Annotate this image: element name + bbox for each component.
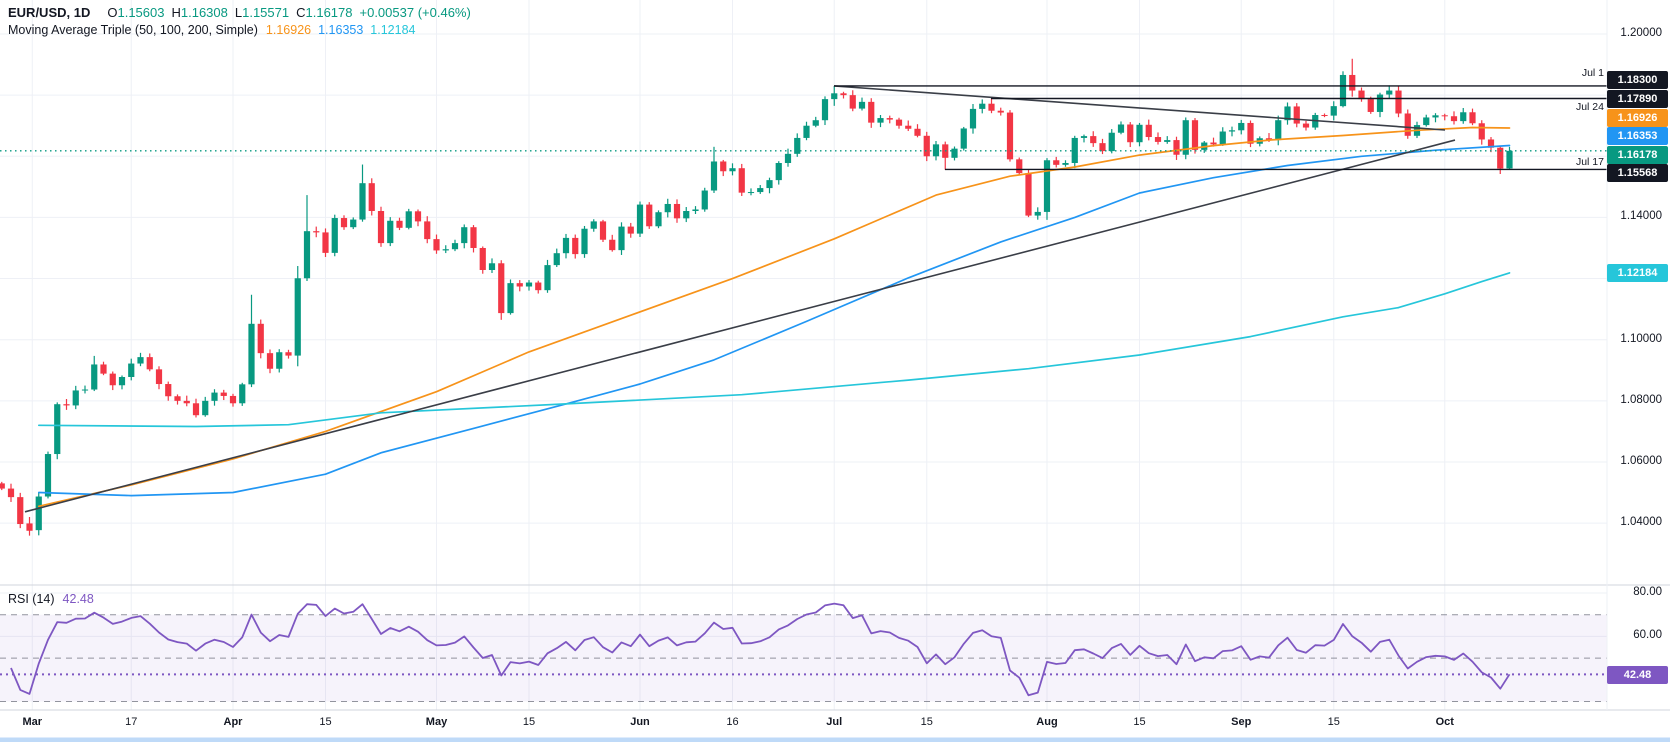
rsi-indicator-legend[interactable]: RSI (14) 42.48 bbox=[8, 592, 94, 606]
rsi-badge-value[interactable]: 42.48 bbox=[1607, 666, 1668, 684]
time-axis-label[interactable]: 15 bbox=[319, 716, 332, 728]
time-axis-label[interactable]: Sep bbox=[1231, 716, 1252, 728]
time-axis-label[interactable]: Oct bbox=[1435, 716, 1454, 728]
high-label: H bbox=[171, 5, 181, 20]
price-badge-last-price[interactable]: 1.16178 bbox=[1607, 145, 1668, 164]
ma-line-sma100[interactable] bbox=[37, 144, 1511, 497]
time-axis-label[interactable]: Mar bbox=[22, 716, 43, 728]
ray-date-label: Jul 1 bbox=[1581, 67, 1604, 79]
time-axis-label[interactable]: 15 bbox=[522, 716, 536, 728]
price-axis-label: 1.14000 bbox=[1620, 210, 1662, 223]
ray-date-label: Jul 24 bbox=[1575, 101, 1604, 113]
descending-trendline[interactable] bbox=[833, 85, 1446, 131]
time-axis-label[interactable]: Apr bbox=[223, 716, 243, 728]
high-value: 1.16308 bbox=[180, 5, 228, 20]
time-axis-label[interactable]: 17 bbox=[125, 716, 138, 728]
rsi-indicator-title: RSI (14) bbox=[8, 592, 55, 606]
price-axis-label: 1.04000 bbox=[1620, 516, 1662, 529]
price-badge-ma50[interactable]: 1.16926 bbox=[1607, 108, 1668, 127]
ma-indicator-legend[interactable]: Moving Average Triple (50, 100, 200, Sim… bbox=[8, 23, 422, 37]
change-value: +0.00537 (+0.46%) bbox=[359, 5, 471, 20]
open-value: 1.15603 bbox=[117, 5, 165, 20]
price-badge-jul1-level[interactable]: 1.18300 bbox=[1607, 71, 1668, 89]
ma200-value: 1.12184 bbox=[370, 23, 416, 37]
open-label: O bbox=[107, 5, 118, 20]
ma-line-sma50[interactable] bbox=[37, 126, 1511, 508]
ma-indicator-title: Moving Average Triple (50, 100, 200, Sim… bbox=[8, 23, 258, 37]
low-value: 1.15571 bbox=[242, 5, 290, 20]
rsi-axis-label: 60.00 bbox=[1633, 629, 1662, 642]
ma-line-sma200[interactable] bbox=[37, 272, 1511, 428]
time-axis-label[interactable]: Jul bbox=[826, 716, 843, 728]
rsi-axis-label: 80.00 bbox=[1633, 586, 1662, 598]
time-axis-label[interactable]: Aug bbox=[1036, 716, 1058, 728]
rsi-band bbox=[0, 614, 1607, 702]
low-label: L bbox=[234, 5, 243, 20]
time-axis-label[interactable]: 16 bbox=[726, 716, 739, 728]
price-badge-jul24-level[interactable]: 1.17890 bbox=[1607, 90, 1668, 108]
price-axis-label: 1.10000 bbox=[1620, 332, 1662, 345]
ray-date-label: Jul 17 bbox=[1575, 156, 1604, 168]
price-badge-ma100[interactable]: 1.16353 bbox=[1607, 127, 1668, 145]
rsi-value: 42.48 bbox=[62, 592, 94, 606]
time-axis-label[interactable]: 15 bbox=[920, 716, 933, 728]
price-badge-ma200[interactable]: 1.12184 bbox=[1607, 264, 1668, 282]
candlestick-series[interactable] bbox=[0, 58, 1513, 536]
price-axis-label: 1.20000 bbox=[1620, 27, 1662, 39]
ascending-trendline[interactable] bbox=[24, 139, 1456, 513]
close-value: 1.16178 bbox=[305, 5, 353, 20]
price-badge-jul17-level[interactable]: 1.15568 bbox=[1607, 163, 1668, 182]
time-axis-label[interactable]: May bbox=[425, 716, 448, 728]
symbol-legend[interactable]: EUR/USD, 1D O1.15603 H1.16308 L1.15571 C1.16… bbox=[8, 5, 471, 20]
rsi-line[interactable] bbox=[10, 602, 1511, 697]
gridlines bbox=[0, 0, 1607, 710]
time-axis-label[interactable]: 15 bbox=[1327, 716, 1340, 728]
time-axis-label[interactable]: Jun bbox=[630, 716, 650, 728]
price-axis-label: 1.08000 bbox=[1620, 393, 1662, 406]
bottom-edge-strip bbox=[0, 737, 1670, 742]
symbol-title: EUR/USD, 1D bbox=[8, 5, 91, 20]
price-axis-label: 1.06000 bbox=[1620, 454, 1662, 467]
time-axis-label[interactable]: 15 bbox=[1133, 716, 1146, 728]
close-label: C bbox=[296, 5, 306, 20]
ma100-value: 1.16353 bbox=[318, 23, 364, 37]
ma50-value: 1.16926 bbox=[265, 23, 312, 37]
